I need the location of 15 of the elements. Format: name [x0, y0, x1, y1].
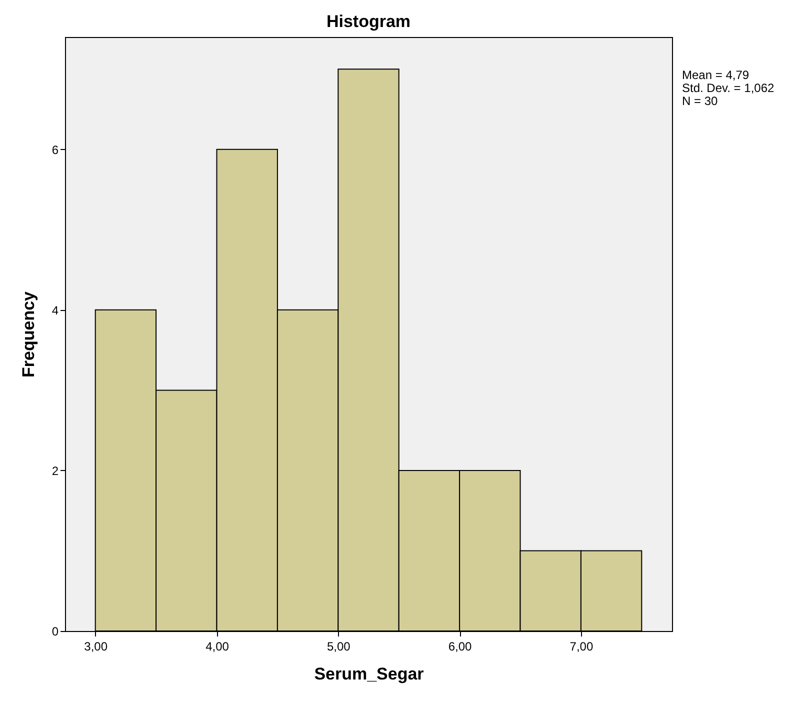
chart-title: Histogram	[326, 12, 411, 31]
x-tick-label: 4,00	[206, 640, 230, 654]
x-tick-label: 3,00	[84, 640, 108, 654]
text: Std. Dev. = 1,062	[682, 81, 774, 95]
text: Mean = 4,79	[682, 68, 750, 82]
y-tick-label: 0	[52, 624, 59, 638]
x-tick-label: 7,00	[570, 640, 594, 654]
x-tick-label: 6,00	[448, 640, 472, 654]
x-tick-label: 5,00	[326, 640, 351, 654]
y-tick-label: 6	[52, 142, 59, 157]
text: N = 30	[682, 94, 719, 108]
y-axis-title: Frequency	[18, 290, 38, 378]
y-tick-label: 4	[52, 303, 59, 318]
y-tick-label: 2	[52, 464, 59, 478]
x-axis-title: Serum_Segar	[314, 664, 424, 684]
